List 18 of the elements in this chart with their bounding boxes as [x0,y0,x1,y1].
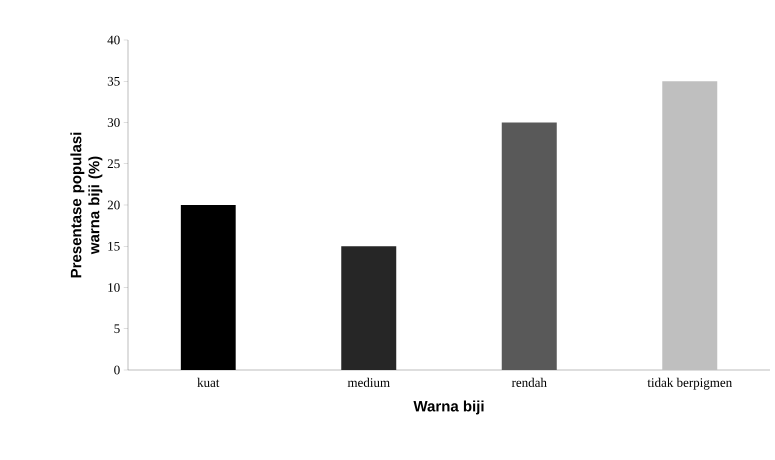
x-axis-title: Warna biji [413,400,484,414]
y-tick-label: 25 [108,159,120,168]
x-tick-label: rendah [512,378,547,387]
y-tick-label: 40 [107,36,120,44]
y-tick-label: 15 [108,242,120,251]
y-axis-title: Presentase populasi warna biji (%) [70,132,102,278]
x-tick-label: kuat [197,378,220,387]
y-tick-label: 30 [108,118,120,127]
y-tick-label: 35 [108,76,120,86]
y-tick-label: 0 [114,366,120,374]
y-tick-label: 10 [108,283,120,292]
x-tick-label: tidak berpigmen [647,378,732,390]
y-tick-label: 20 [108,200,120,210]
x-tick-label: medium [348,378,390,387]
bar [180,204,236,370]
bar [341,246,396,370]
y-tick-label: 5 [114,324,120,334]
bar [662,81,718,370]
